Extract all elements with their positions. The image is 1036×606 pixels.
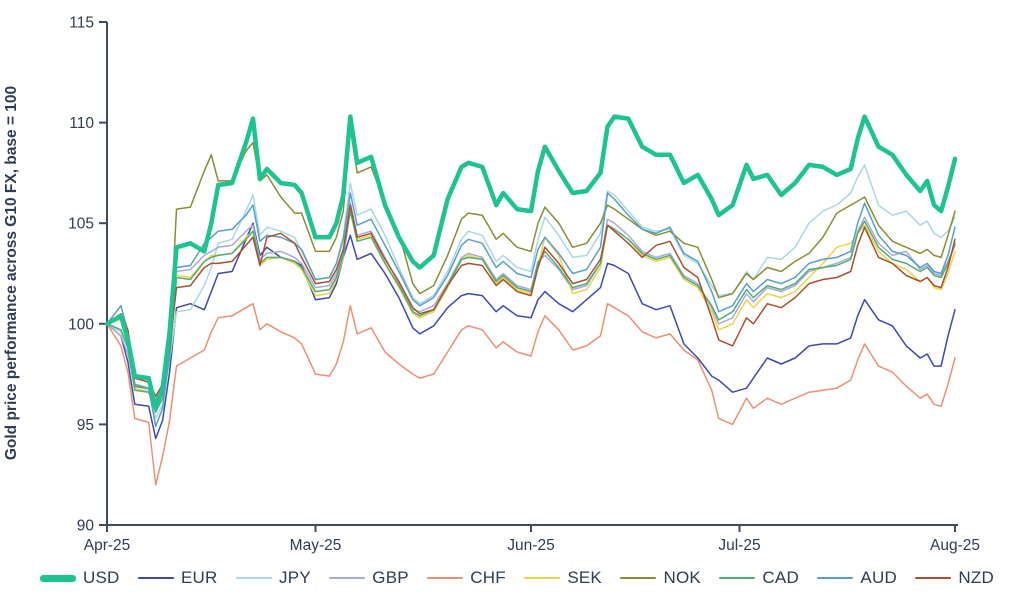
- legend-item-chf: CHF: [427, 568, 506, 588]
- legend-swatch-chf: [427, 576, 464, 580]
- y-tick-label: 95: [77, 417, 94, 434]
- x-tick-label: Jul-25: [718, 537, 760, 554]
- x-tick-label: Jun-25: [507, 537, 554, 554]
- legend-swatch-usd: [40, 574, 76, 582]
- legend-item-sek: SEK: [524, 568, 602, 588]
- y-tick-label: 110: [69, 115, 94, 132]
- legend-swatch-cad: [719, 576, 756, 580]
- legend-swatch-jpy: [236, 576, 272, 580]
- series-line-gbp: [106, 202, 956, 402]
- legend-item-aud: AUD: [817, 568, 897, 588]
- legend-item-nok: NOK: [620, 568, 701, 588]
- legend-label-nzd: NZD: [958, 568, 994, 587]
- series-line-cad: [106, 210, 956, 414]
- legend-label-eur: EUR: [181, 568, 218, 587]
- y-tick-label: 115: [69, 15, 94, 32]
- legend-label-chf: CHF: [470, 568, 506, 587]
- legend-label-aud: AUD: [860, 568, 897, 587]
- legend-item-cad: CAD: [719, 568, 799, 588]
- series-lines: [104, 114, 958, 486]
- legend-swatch-eur: [138, 576, 174, 580]
- axes: 90 95 100 105 110 115 Apr-25 May-25 Jun-25 Jul-25…: [68, 15, 980, 555]
- legend-swatch-gbp: [329, 576, 366, 580]
- series-line-chf: [106, 302, 956, 486]
- legend-label-nok: NOK: [663, 568, 701, 587]
- legend-item-usd: USD: [40, 568, 120, 588]
- legend-item-eur: EUR: [138, 568, 218, 588]
- x-tick-label: Apr-25: [84, 537, 131, 554]
- legend-label-jpy: JPY: [279, 568, 311, 587]
- legend-label-usd: USD: [83, 568, 120, 587]
- legend-label-gbp: GBP: [372, 568, 409, 587]
- legend-swatch-nzd: [915, 576, 952, 580]
- legend-item-jpy: JPY: [236, 568, 311, 588]
- series-line-usd: [104, 114, 958, 411]
- legend-swatch-sek: [524, 576, 561, 580]
- y-axis-title: Gold price performance across G10 FX, ba…: [3, 86, 20, 460]
- plot-area: Gold price performance across G10 FX, ba…: [3, 15, 980, 555]
- legend-label-sek: SEK: [567, 568, 602, 587]
- y-tick-label: 105: [68, 216, 94, 233]
- legend-swatch-nok: [620, 576, 657, 580]
- x-tick-label: May-25: [290, 537, 342, 554]
- legend-swatch-aud: [817, 576, 854, 580]
- y-tick-label: 90: [77, 518, 95, 535]
- legend-item-gbp: GBP: [329, 568, 409, 588]
- series-line-eur: [106, 222, 956, 440]
- legend-item-nzd: NZD: [915, 568, 994, 588]
- legend: USD EUR JPY GBP CHF SEK NOK CAD AUD NZD: [0, 556, 1036, 606]
- y-tick-label: 100: [68, 316, 94, 333]
- series-line-sek: [106, 206, 956, 408]
- series-line-nzd: [106, 204, 956, 397]
- series-line-nok: [106, 127, 956, 402]
- legend-label-cad: CAD: [762, 568, 799, 587]
- series-line-jpy: [106, 164, 956, 420]
- series-line-aud: [106, 192, 956, 428]
- x-tick-label: Aug-25: [930, 537, 980, 554]
